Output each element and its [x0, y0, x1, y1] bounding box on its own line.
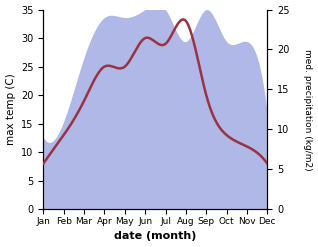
X-axis label: date (month): date (month): [114, 231, 197, 242]
Y-axis label: med. precipitation (kg/m2): med. precipitation (kg/m2): [303, 49, 313, 170]
Y-axis label: max temp (C): max temp (C): [5, 74, 16, 145]
